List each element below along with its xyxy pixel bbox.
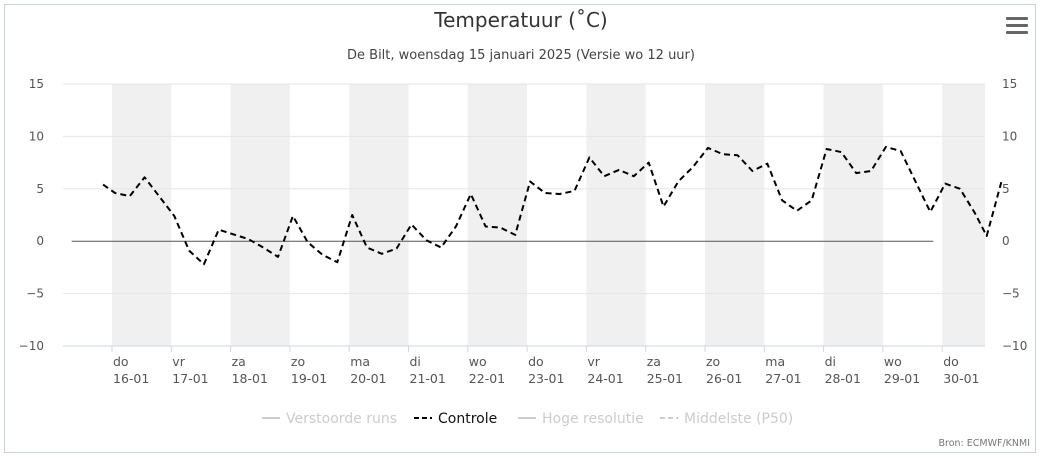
legend-item-3[interactable]: Middelste (P50): [684, 411, 793, 427]
legend-item-2[interactable]: Hoge resolutie: [542, 411, 644, 427]
x-tick-day: wo: [884, 354, 902, 369]
y-tick-label-left: 5: [36, 182, 44, 196]
day-band: [586, 84, 646, 346]
x-tick-day: do: [943, 354, 959, 369]
x-tick-day: zo: [706, 354, 720, 369]
x-tick-date: 28-01: [825, 371, 861, 386]
x-tick-day: do: [528, 354, 544, 369]
x-tick-date: 18-01: [232, 371, 268, 386]
x-tick-date: 19-01: [291, 371, 327, 386]
x-tick-date: 24-01: [587, 371, 623, 386]
x-tick-day: di: [825, 354, 836, 369]
chart-menu-button[interactable]: [1006, 17, 1028, 35]
x-tick-date: 29-01: [884, 371, 920, 386]
x-tick-day: do: [113, 354, 129, 369]
credit-label[interactable]: Bron: ECMWF/KNMI: [939, 438, 1031, 449]
x-tick-date: 22-01: [469, 371, 505, 386]
y-tick-label-right: 0: [1002, 234, 1010, 248]
day-band: [112, 84, 172, 346]
day-band: [942, 84, 985, 346]
x-tick-date: 20-01: [350, 371, 386, 386]
x-tick-day: vr: [172, 354, 185, 369]
y-tick-label-right: 5: [1002, 182, 1010, 196]
y-tick-label-right: 10: [1002, 129, 1017, 143]
x-tick-date: 17-01: [172, 371, 208, 386]
series-line-controle: [102, 145, 1003, 266]
day-band: [230, 84, 290, 346]
y-tick-label-right: −5: [1002, 287, 1020, 301]
legend-item-1[interactable]: Controle: [438, 411, 497, 427]
x-tick-day: ma: [765, 354, 785, 369]
x-tick-day: zo: [291, 354, 305, 369]
legend-item-0[interactable]: Verstoorde runs: [286, 411, 397, 427]
x-tick-day: vr: [587, 354, 600, 369]
x-tick-date: 23-01: [528, 371, 564, 386]
y-tick-label-right: −10: [1002, 339, 1027, 353]
x-tick-day: di: [410, 354, 421, 369]
x-tick-date: 30-01: [943, 371, 979, 386]
y-tick-label-left: −10: [19, 339, 44, 353]
chart-subtitle: De Bilt, woensdag 15 januari 2025 (Versi…: [347, 48, 695, 63]
chart-title: Temperatuur (˚C): [434, 8, 608, 32]
x-tick-date: 25-01: [647, 371, 683, 386]
day-band: [705, 84, 765, 346]
day-band: [823, 84, 883, 346]
y-tick-label-left: 0: [36, 234, 44, 248]
x-tick-day: ma: [350, 354, 370, 369]
y-tick-label-left: 10: [29, 129, 44, 143]
x-tick-date: 27-01: [765, 371, 801, 386]
day-band: [349, 84, 409, 346]
x-tick-date: 21-01: [410, 371, 446, 386]
x-tick-date: 16-01: [113, 371, 149, 386]
y-tick-label-left: −5: [26, 287, 44, 301]
x-tick-day: za: [647, 354, 661, 369]
y-tick-label-right: 15: [1002, 77, 1017, 91]
x-tick-day: za: [232, 354, 246, 369]
hamburger-icon: [1006, 17, 1028, 20]
day-band: [467, 84, 528, 346]
y-tick-label-left: 15: [29, 77, 44, 91]
x-tick-date: 26-01: [706, 371, 742, 386]
x-tick-day: wo: [469, 354, 487, 369]
